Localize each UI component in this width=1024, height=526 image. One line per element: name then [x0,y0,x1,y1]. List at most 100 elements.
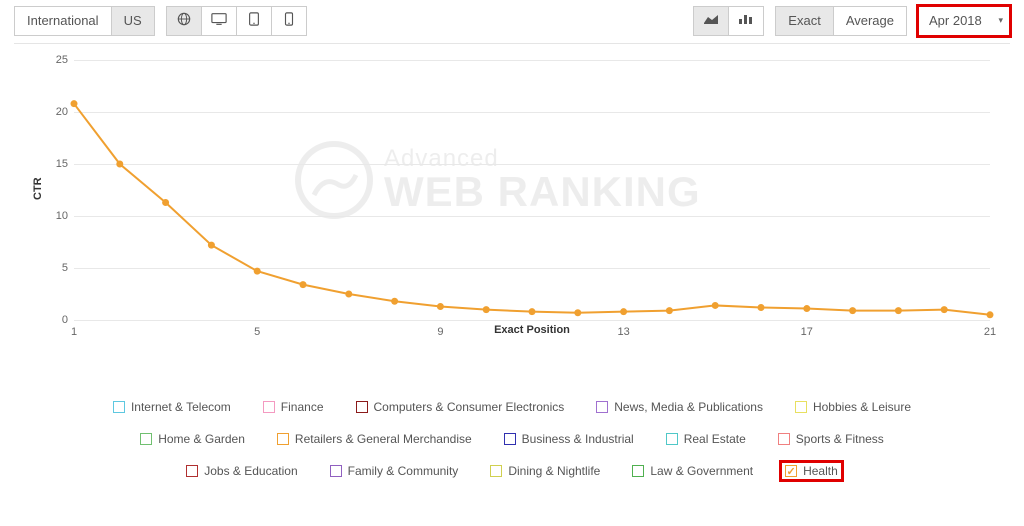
legend: Internet & Telecom Finance Computers & Con… [14,398,1010,480]
y-axis-title: CTR [32,177,44,200]
series-marker [574,309,581,316]
legend-label: Home & Garden [158,432,245,446]
legend-item[interactable]: Family & Community [326,462,463,480]
app-root: International US Exact Average Apr 2018 … [0,0,1024,502]
legend-label: Jobs & Education [204,464,297,478]
legend-checkbox [356,401,368,413]
device-group [166,6,306,36]
x-tick-label: 13 [617,326,629,338]
legend-checkbox [795,401,807,413]
legend-row: Jobs & Education Family & Community Dining… [54,462,970,480]
legend-item[interactable]: Jobs & Education [182,462,301,480]
series-marker [208,242,215,249]
series-marker [483,306,490,313]
legend-checkbox [186,465,198,477]
region-us-button[interactable]: US [111,6,155,36]
region-international-button[interactable]: International [14,6,112,36]
series-marker [712,302,719,309]
series-marker [987,311,994,318]
legend-item[interactable]: Finance [259,398,328,416]
device-tablet-button[interactable] [236,6,272,36]
charttype-bar-button[interactable] [728,6,764,36]
chart-area: CTR Advanced WEB RANKING 051015202515913… [14,50,1010,360]
series-marker [758,304,765,311]
legend-label: Family & Community [348,464,459,478]
x-tick-label: 21 [984,326,996,338]
area-chart-icon [703,13,719,28]
series-marker [803,305,810,312]
legend-label: News, Media & Publications [614,400,763,414]
legend-label: Health [803,464,838,478]
series-marker [116,161,123,168]
series-marker [71,100,78,107]
y-tick-label: 15 [46,158,68,170]
y-tick-label: 25 [46,54,68,66]
legend-item[interactable]: Business & Industrial [500,430,638,448]
mobile-icon [284,12,294,29]
legend-item[interactable]: News, Media & Publications [592,398,767,416]
date-selector[interactable]: Apr 2018 [918,6,1010,36]
tablet-icon [248,12,260,29]
x-tick-label: 5 [254,326,260,338]
device-globe-button[interactable] [166,6,202,36]
mode-average-button[interactable]: Average [833,6,907,36]
legend-item[interactable]: Sports & Fitness [774,430,888,448]
legend-row: Internet & Telecom Finance Computers & Con… [54,398,970,416]
legend-item[interactable]: Law & Government [628,462,757,480]
legend-label: Internet & Telecom [131,400,231,414]
series-marker [941,306,948,313]
date-value: Apr 2018 [929,13,982,28]
legend-checkbox [330,465,342,477]
legend-checkbox [666,433,678,445]
legend-label: Hobbies & Leisure [813,400,911,414]
y-tick-label: 5 [46,262,68,274]
globe-icon [177,12,191,29]
legend-label: Business & Industrial [522,432,634,446]
legend-item[interactable]: Hobbies & Leisure [791,398,915,416]
series-marker [620,308,627,315]
series-marker [162,199,169,206]
legend-item[interactable]: Real Estate [662,430,750,448]
series-svg [74,60,990,320]
series-marker [666,307,673,314]
device-desktop-button[interactable] [201,6,237,36]
legend-item[interactable]: Health [781,462,842,480]
series-marker [895,307,902,314]
legend-checkbox [490,465,502,477]
region-group: International US [14,6,154,36]
legend-checkbox [632,465,644,477]
legend-item[interactable]: Home & Garden [136,430,249,448]
toolbar: International US Exact Average Apr 2018 [14,8,1010,44]
legend-checkbox [785,465,797,477]
legend-checkbox [596,401,608,413]
legend-label: Law & Government [650,464,753,478]
legend-label: Computers & Consumer Electronics [374,400,565,414]
bar-chart-icon [738,13,754,28]
series-marker [437,303,444,310]
desktop-icon [211,12,227,29]
legend-label: Real Estate [684,432,746,446]
series-marker [254,268,261,275]
legend-checkbox [778,433,790,445]
legend-checkbox [504,433,516,445]
y-tick-label: 10 [46,210,68,222]
legend-checkbox [113,401,125,413]
series-line [74,104,990,315]
legend-item[interactable]: Retailers & General Merchandise [273,430,476,448]
series-marker [529,308,536,315]
legend-item[interactable]: Internet & Telecom [109,398,235,416]
legend-checkbox [277,433,289,445]
legend-label: Finance [281,400,324,414]
x-axis-title: Exact Position [74,324,990,336]
charttype-area-button[interactable] [693,6,729,36]
device-mobile-button[interactable] [271,6,307,36]
legend-checkbox [263,401,275,413]
legend-item[interactable]: Computers & Consumer Electronics [352,398,569,416]
legend-label: Retailers & General Merchandise [295,432,472,446]
gridline [74,320,990,321]
legend-item[interactable]: Dining & Nightlife [486,462,604,480]
plot: 0510152025159131721 [74,60,990,320]
charttype-group [693,6,763,36]
mode-exact-button[interactable]: Exact [775,6,834,36]
y-tick-label: 20 [46,106,68,118]
